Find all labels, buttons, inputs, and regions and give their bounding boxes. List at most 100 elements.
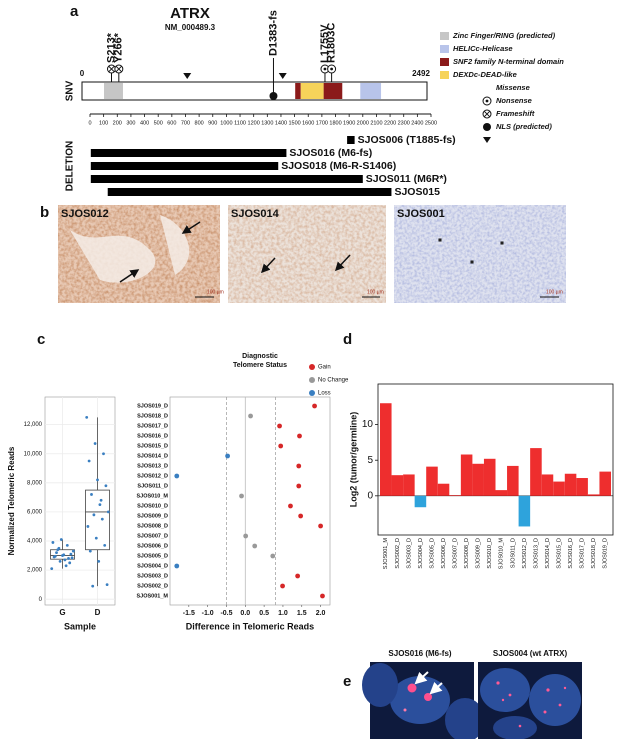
y-tick-label: 6,000 xyxy=(27,509,43,515)
deletion-label: SJOS016 (M6-fs) xyxy=(289,147,372,159)
foci xyxy=(403,708,407,712)
legend-label: Zinc Finger/RING (predicted) xyxy=(452,31,556,40)
tick-label: 500 xyxy=(154,120,163,126)
legend-label: No Change xyxy=(318,378,349,384)
point xyxy=(97,559,101,563)
y-tick-label: SJOS014_D xyxy=(137,453,168,459)
x-tick-label: -1.5 xyxy=(183,610,195,617)
point xyxy=(71,549,75,553)
x-tick-label: 2.0 xyxy=(316,610,326,617)
bar xyxy=(495,490,508,496)
legend-label: Nonsense xyxy=(496,96,532,105)
point xyxy=(56,548,60,552)
bar xyxy=(483,458,496,496)
fish-images xyxy=(362,662,582,742)
x-tick-label: SJOS017_D xyxy=(580,538,586,569)
asterisks xyxy=(438,238,504,264)
bar xyxy=(507,465,519,496)
panel-label: a xyxy=(70,3,79,20)
image-texture xyxy=(228,205,386,303)
domain xyxy=(295,83,301,99)
tick-label: 100 xyxy=(99,120,108,126)
x-tick-label: SJOS002_D xyxy=(395,538,401,569)
tick-label: 0 xyxy=(88,120,91,126)
point xyxy=(296,463,302,469)
marker-cross xyxy=(108,65,115,73)
point xyxy=(87,459,91,463)
point xyxy=(243,533,249,539)
bar xyxy=(449,495,461,496)
point xyxy=(318,523,323,529)
y-tick-label: SJOS003_D xyxy=(137,573,168,579)
y-tick-label: SJOS001_M xyxy=(137,593,169,599)
point xyxy=(90,493,93,496)
domain xyxy=(360,83,382,99)
x-axis-label: Sample xyxy=(64,621,96,631)
image-texture xyxy=(394,205,566,303)
subtitle: NM_000489.3 xyxy=(165,23,216,32)
deletion-bar xyxy=(347,136,355,144)
panel-label: b xyxy=(40,204,49,221)
bar xyxy=(530,448,542,496)
point xyxy=(248,413,253,419)
bar xyxy=(460,454,473,496)
legend-marker xyxy=(309,390,315,396)
tick-label: 2000 xyxy=(357,120,369,126)
point xyxy=(88,549,92,553)
bar xyxy=(472,463,484,496)
y-tick-label: SJOS017_D xyxy=(137,423,168,429)
x-tick-label: -0.5 xyxy=(220,610,232,617)
y-tick-label: 4,000 xyxy=(27,539,43,545)
y-tick-label: 12,000 xyxy=(24,422,43,428)
image-label: SJOS012 xyxy=(61,208,109,220)
bar xyxy=(599,471,611,496)
point xyxy=(105,583,109,587)
legend-title: Diagnostic Telomere Status xyxy=(233,353,287,369)
legend-label: NLS (predicted) xyxy=(496,122,552,131)
point xyxy=(96,478,99,482)
tick-label: 1200 xyxy=(248,120,260,126)
marker-dot xyxy=(323,67,327,71)
y-tick-label: SJOS015_D xyxy=(137,443,168,449)
y-axis-label: Normalized Telomeric Reads xyxy=(7,446,16,555)
point xyxy=(252,543,258,549)
scale-label: 100 µm xyxy=(546,289,563,295)
x-tick-label: SJOS008_D xyxy=(464,538,470,569)
tick-label: 1100 xyxy=(234,120,246,126)
tick-label: 1300 xyxy=(261,120,273,126)
y-tick-label: SJOS002_D xyxy=(137,583,168,589)
point xyxy=(59,538,63,541)
bar xyxy=(518,495,531,527)
legend-label: Missense xyxy=(496,83,530,92)
arrow xyxy=(429,681,443,695)
point xyxy=(225,453,231,459)
point xyxy=(280,583,285,589)
tick-label: 2400 xyxy=(411,120,423,126)
y-tick-label: SJOS018_D xyxy=(137,413,168,419)
mutation-label: S213* xyxy=(105,32,117,63)
bar xyxy=(426,466,438,496)
bar xyxy=(391,475,404,496)
arrow xyxy=(414,671,429,685)
image-label: SJOS014 xyxy=(231,208,280,220)
deletion-bar xyxy=(90,149,287,157)
tick-label: 2300 xyxy=(398,120,410,126)
bar xyxy=(437,483,450,496)
marker-dot xyxy=(485,99,489,103)
deletion-label: SJOS011 (M6R*) xyxy=(366,173,447,185)
point xyxy=(94,536,98,540)
deletion-label: SJOS018 (M6-R-S1406) xyxy=(281,160,396,172)
foci-group xyxy=(496,681,567,728)
point xyxy=(70,556,74,560)
y-tick-label: SJOS009_D xyxy=(137,513,168,519)
point xyxy=(312,403,317,409)
marker xyxy=(183,73,192,79)
x-tick-label: SJOS016_D xyxy=(568,538,574,569)
x-axis-label: Difference in Telomeric Reads xyxy=(186,621,314,631)
point xyxy=(102,452,105,456)
mutation-label: R1803C xyxy=(326,23,338,63)
tick-label: 1900 xyxy=(343,120,355,126)
image-label: SJOS016 (M6-fs) xyxy=(388,649,451,658)
point xyxy=(297,433,302,439)
